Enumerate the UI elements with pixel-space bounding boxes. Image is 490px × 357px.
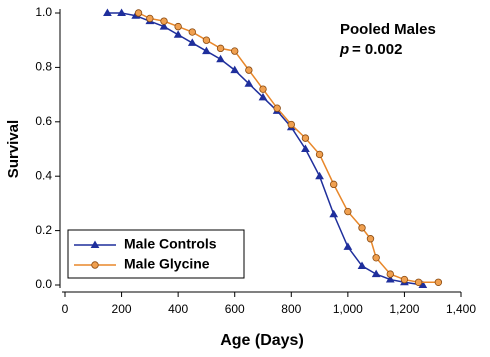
marker [231, 47, 239, 55]
marker [315, 171, 324, 180]
marker [244, 79, 254, 87]
marker [188, 28, 196, 36]
y-tick-label: 0.6 [35, 114, 52, 128]
series [134, 9, 443, 286]
marker [202, 36, 211, 44]
marker [134, 9, 143, 17]
marker [301, 134, 310, 142]
y-tick-label: 0.0 [35, 277, 52, 291]
x-tick-label: 1,200 [389, 302, 419, 316]
marker [160, 17, 168, 25]
marker [258, 92, 268, 101]
marker [103, 8, 112, 16]
y-axis-label: Survival [5, 120, 22, 178]
marker [273, 104, 281, 112]
marker [343, 242, 353, 250]
marker [371, 269, 381, 278]
y-tick-label: 0.8 [35, 60, 52, 74]
marker [301, 144, 310, 152]
x-tick-label: 1,400 [446, 302, 476, 316]
legend-marker [91, 261, 99, 269]
marker [259, 85, 267, 93]
marker [159, 22, 169, 30]
annotation-title: Pooled Males [340, 21, 436, 38]
marker [216, 54, 225, 63]
marker [216, 44, 225, 53]
legend: Male Controls Male Glycine [67, 229, 245, 279]
marker [385, 275, 395, 283]
y-tick-label: 0.2 [35, 223, 52, 237]
marker [372, 254, 380, 262]
x-tick-label: 600 [225, 302, 245, 316]
marker [117, 8, 126, 16]
marker [287, 120, 295, 129]
marker [330, 180, 338, 189]
x-tick-label: 800 [281, 302, 301, 316]
marker [315, 150, 324, 159]
x-axis-label: Age (Days) [220, 332, 304, 349]
x-tick-label: 400 [168, 302, 188, 316]
legend-label: Male Controls [124, 236, 217, 252]
y-tick-label: 0.4 [35, 168, 52, 182]
x-tick-label: 0 [62, 302, 69, 316]
stat-value: = 0.002 [352, 41, 402, 58]
marker [329, 209, 339, 218]
legend-marker [90, 240, 100, 248]
marker [174, 22, 182, 31]
marker [357, 261, 367, 269]
legend-label: Male Glycine [124, 256, 210, 272]
marker [245, 66, 253, 74]
stat-symbol: p [339, 41, 349, 58]
legend-box [67, 229, 245, 279]
y-tick-label: 1.0 [35, 5, 52, 19]
marker [414, 278, 423, 286]
marker [202, 46, 211, 55]
marker [230, 65, 240, 74]
marker [366, 235, 375, 243]
marker [400, 275, 409, 284]
marker [434, 278, 443, 286]
marker [358, 224, 366, 232]
marker [187, 38, 197, 46]
marker [173, 30, 183, 38]
marker [386, 270, 394, 278]
marker [146, 14, 154, 23]
x-tick-label: 200 [112, 302, 132, 316]
x-tick-label: 1,000 [333, 302, 363, 316]
marker [344, 207, 352, 216]
